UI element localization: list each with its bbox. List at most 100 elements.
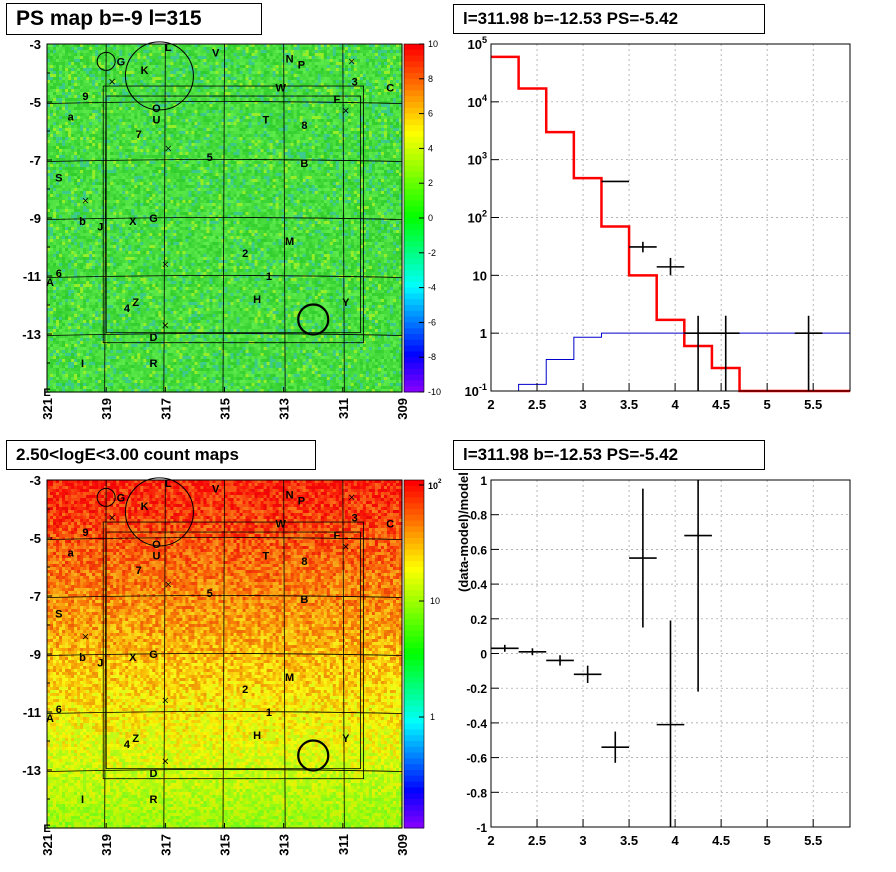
map-pixel [65,47,69,51]
map-pixel [110,83,114,87]
map-pixel [380,68,385,72]
map-pixel [263,71,268,75]
map-pixel [68,47,72,51]
map-pixel [398,95,403,99]
map-pixel [260,71,265,75]
map-pixel [311,68,316,72]
map-pixel [86,98,90,102]
map-pixel [89,89,93,93]
map-pixel [257,56,262,60]
map-pixel [284,71,289,75]
map-pixel [65,95,69,99]
map-pixel [83,83,87,87]
map-pixel [311,59,316,63]
map-pixel [185,44,189,48]
map-pixel [386,50,391,54]
map-pixel [113,74,117,78]
map-pixel [338,50,343,54]
map-pixel [164,86,168,90]
map-pixel [200,71,205,75]
map-pixel [230,83,235,87]
map-pixel [158,92,162,96]
map-pixel [308,56,313,60]
map-pixel [293,68,298,72]
map-pixel [77,95,81,99]
map-pixel [128,65,132,69]
map-pixel [383,59,388,63]
map-pixel [218,47,223,51]
map-pixel [323,47,328,51]
map-pixel [203,74,208,78]
map-pixel [137,86,141,90]
map-pixel [191,101,196,105]
map-pixel [332,71,337,75]
map-pixel [179,74,183,78]
map-pixel [221,92,226,96]
map-pixel [284,92,289,96]
map-pixel [281,92,286,96]
map-pixel [215,44,220,48]
map-pixel [323,68,328,72]
map-pixel [140,89,144,93]
map-pixel [80,47,84,51]
map-pixel [167,80,171,84]
map-pixel [110,95,114,99]
map-pixel [266,77,271,81]
map-pixel [137,98,141,102]
map-pixel [212,50,217,54]
map-pixel [83,86,87,90]
map-pixel [245,68,250,72]
map-pixel [107,74,111,78]
map-pixel [383,92,388,96]
map-pixel [128,80,132,84]
map-pixel [284,86,289,90]
map-pixel [119,101,123,105]
map-pixel [83,89,87,93]
map-pixel [59,44,63,48]
map-pixel [182,44,186,48]
map-pixel [65,50,69,54]
map-pixel [92,62,96,66]
map-pixel [77,47,81,51]
map-pixel [50,71,54,75]
map-pixel [212,59,217,63]
map-pixel [167,59,171,63]
map-pixel [248,56,253,60]
map-pixel [278,47,283,51]
map-pixel [50,77,54,81]
map-pixel [227,47,232,51]
map-pixel [122,77,126,81]
map-pixel [170,56,174,60]
map-pixel [146,47,150,51]
map-pixel [287,74,292,78]
map-pixel [395,62,400,66]
map-pixel [92,47,96,51]
map-pixel [239,56,244,60]
map-pixel [119,62,123,66]
map-pixel [224,74,229,78]
map-pixel [218,44,223,48]
map-pixel [107,53,111,57]
map-pixel [86,74,90,78]
map-pixel [149,83,153,87]
map-pixel [323,44,328,48]
map-pixel [368,86,373,90]
map-pixel [290,50,295,54]
map-pixel [266,83,271,87]
map-pixel [182,92,186,96]
map-pixel [317,47,322,51]
map-pixel [398,74,403,78]
map-pixel [212,98,217,102]
map-pixel [389,89,394,93]
map-pixel [95,74,99,78]
map-pixel [188,77,193,81]
map-pixel [290,56,295,60]
map-pixel [176,95,180,99]
map-pixel [266,80,271,84]
map-pixel [137,74,141,78]
map-pixel [182,56,186,60]
map-pixel [239,44,244,48]
map-pixel [74,47,78,51]
map-pixel [158,89,162,93]
map-pixel [80,62,84,66]
